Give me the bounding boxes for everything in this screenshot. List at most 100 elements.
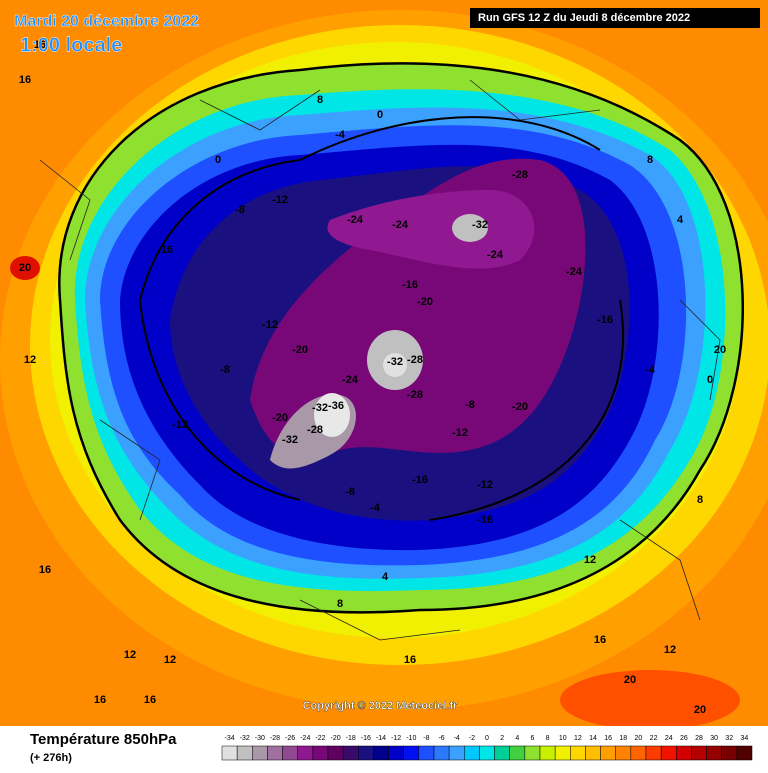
scale-label: 16 <box>604 735 612 742</box>
scale-label: -12 <box>391 735 401 742</box>
scale-label: 2 <box>500 735 504 742</box>
contour-labels: 16 16 8 0 -4 -8 -12 -16 -12 -8 -20 -24 -24 -28 -32 -24 -… <box>19 39 726 716</box>
contour-label: -32 <box>282 434 298 446</box>
coastline <box>39 79 721 641</box>
scale-label: -26 <box>285 735 295 742</box>
scale-swatch <box>358 745 374 761</box>
contour-label: 16 <box>19 74 31 86</box>
contour-label: -16 <box>597 314 613 326</box>
scale-swatch <box>448 745 465 761</box>
contour-label: 16 <box>94 694 106 706</box>
scale-label: 8 <box>546 735 550 742</box>
scale-label: 18 <box>619 735 627 742</box>
scale-label: 14 <box>589 735 597 742</box>
scale-label: -6 <box>438 735 444 742</box>
contour-label: -4 <box>370 502 381 514</box>
contour-label: 12 <box>664 644 676 656</box>
scale-label: 32 <box>725 735 733 742</box>
contour-label: 8 <box>317 94 323 106</box>
contour-label: -8 <box>345 486 355 498</box>
contour-label: -24 <box>487 249 504 261</box>
scale-swatch <box>524 745 541 761</box>
scale-swatch <box>433 745 450 761</box>
contour-label: -28 <box>512 169 528 181</box>
contour-label: 8 <box>697 494 703 506</box>
scale-swatch <box>403 745 420 761</box>
copyright: Copyright © 2022 Meteociel.fr <box>303 700 459 712</box>
contour-label: -12 <box>477 479 493 491</box>
zone-minus-36 <box>314 393 350 437</box>
contour-label: -16 <box>477 514 493 526</box>
contour-label: -20 <box>417 296 433 308</box>
contour-label: -28 <box>407 389 423 401</box>
contour-label: -4 <box>645 364 656 376</box>
contour-label: 20 <box>694 704 706 716</box>
contour-label: -16 <box>157 244 173 256</box>
contour-label: -8 <box>235 204 245 216</box>
scale-label: 4 <box>515 735 519 742</box>
zone-minus-24 <box>327 190 535 269</box>
contour-label: 16 <box>594 634 606 646</box>
scale-swatch <box>509 745 526 761</box>
scale-swatch <box>297 745 314 761</box>
scale-swatch <box>327 745 344 761</box>
map-field <box>0 0 768 730</box>
scale-label: -20 <box>331 735 341 742</box>
scale-label: -14 <box>376 735 386 742</box>
contour-label: 12 <box>584 554 596 566</box>
legend-title: Température 850hPa <box>30 731 177 748</box>
scale-swatch <box>418 745 435 761</box>
scale-swatch <box>221 745 238 761</box>
contour-label: -12 <box>452 427 468 439</box>
scale-swatch <box>706 745 722 761</box>
forecast-time: 1:00 locale <box>20 34 122 56</box>
contour-label: 16 <box>404 654 416 666</box>
color-scale: -34 -32 -30 -28 -26 -24 -22 -20 -18 -16 -14 -12 -10-… <box>221 735 753 761</box>
contour-label: -28 <box>407 354 423 366</box>
contour-label: 20 <box>624 674 636 686</box>
contour-label: 12 <box>164 654 176 666</box>
contour-line <box>139 116 625 521</box>
contour-label: 4 <box>677 214 684 226</box>
scale-label: -32 <box>240 735 250 742</box>
scale-swatch <box>267 745 283 761</box>
scale-label: -4 <box>454 735 460 742</box>
contour-label: -32 <box>312 402 328 414</box>
contour-label: 12 <box>124 649 136 661</box>
scale-swatch <box>630 745 647 761</box>
contour-label: -4 <box>335 129 346 141</box>
scale-swatch <box>373 745 389 761</box>
scale-swatch <box>539 745 556 761</box>
scale-swatch <box>342 745 359 761</box>
contour-label: 20 <box>714 344 726 356</box>
contour-label: -20 <box>512 401 528 413</box>
contour-label: 16 <box>39 564 51 576</box>
scale-label: 20 <box>635 735 643 742</box>
scale-label: 12 <box>574 735 582 742</box>
contour-zero <box>58 62 744 614</box>
scale-swatch <box>676 745 692 761</box>
scale-swatch <box>554 745 571 761</box>
contour-label: 4 <box>382 571 389 583</box>
run-info: Run GFS 12 Z du Jeudi 8 décembre 2022 <box>478 12 690 24</box>
contour-label: 8 <box>337 598 343 610</box>
scale-label: -22 <box>315 735 325 742</box>
scale-label: 26 <box>680 735 688 742</box>
contour-label: 0 <box>215 154 221 166</box>
legend-subtitle: (+ 276h) <box>30 752 72 764</box>
contour-label: 0 <box>707 374 713 386</box>
scale-label: 34 <box>741 735 749 742</box>
scale-label: 30 <box>710 735 718 742</box>
scale-label: -8 <box>423 735 429 742</box>
scale-label: -28 <box>270 735 280 742</box>
zone-20b <box>560 670 740 730</box>
scale-label: 10 <box>559 735 567 742</box>
scale-swatch <box>252 745 268 761</box>
scale-swatch <box>736 745 753 761</box>
scale-swatch <box>570 745 586 761</box>
run-box <box>470 8 760 28</box>
contour-label: 16 <box>34 39 46 51</box>
zone-20 <box>10 256 40 280</box>
